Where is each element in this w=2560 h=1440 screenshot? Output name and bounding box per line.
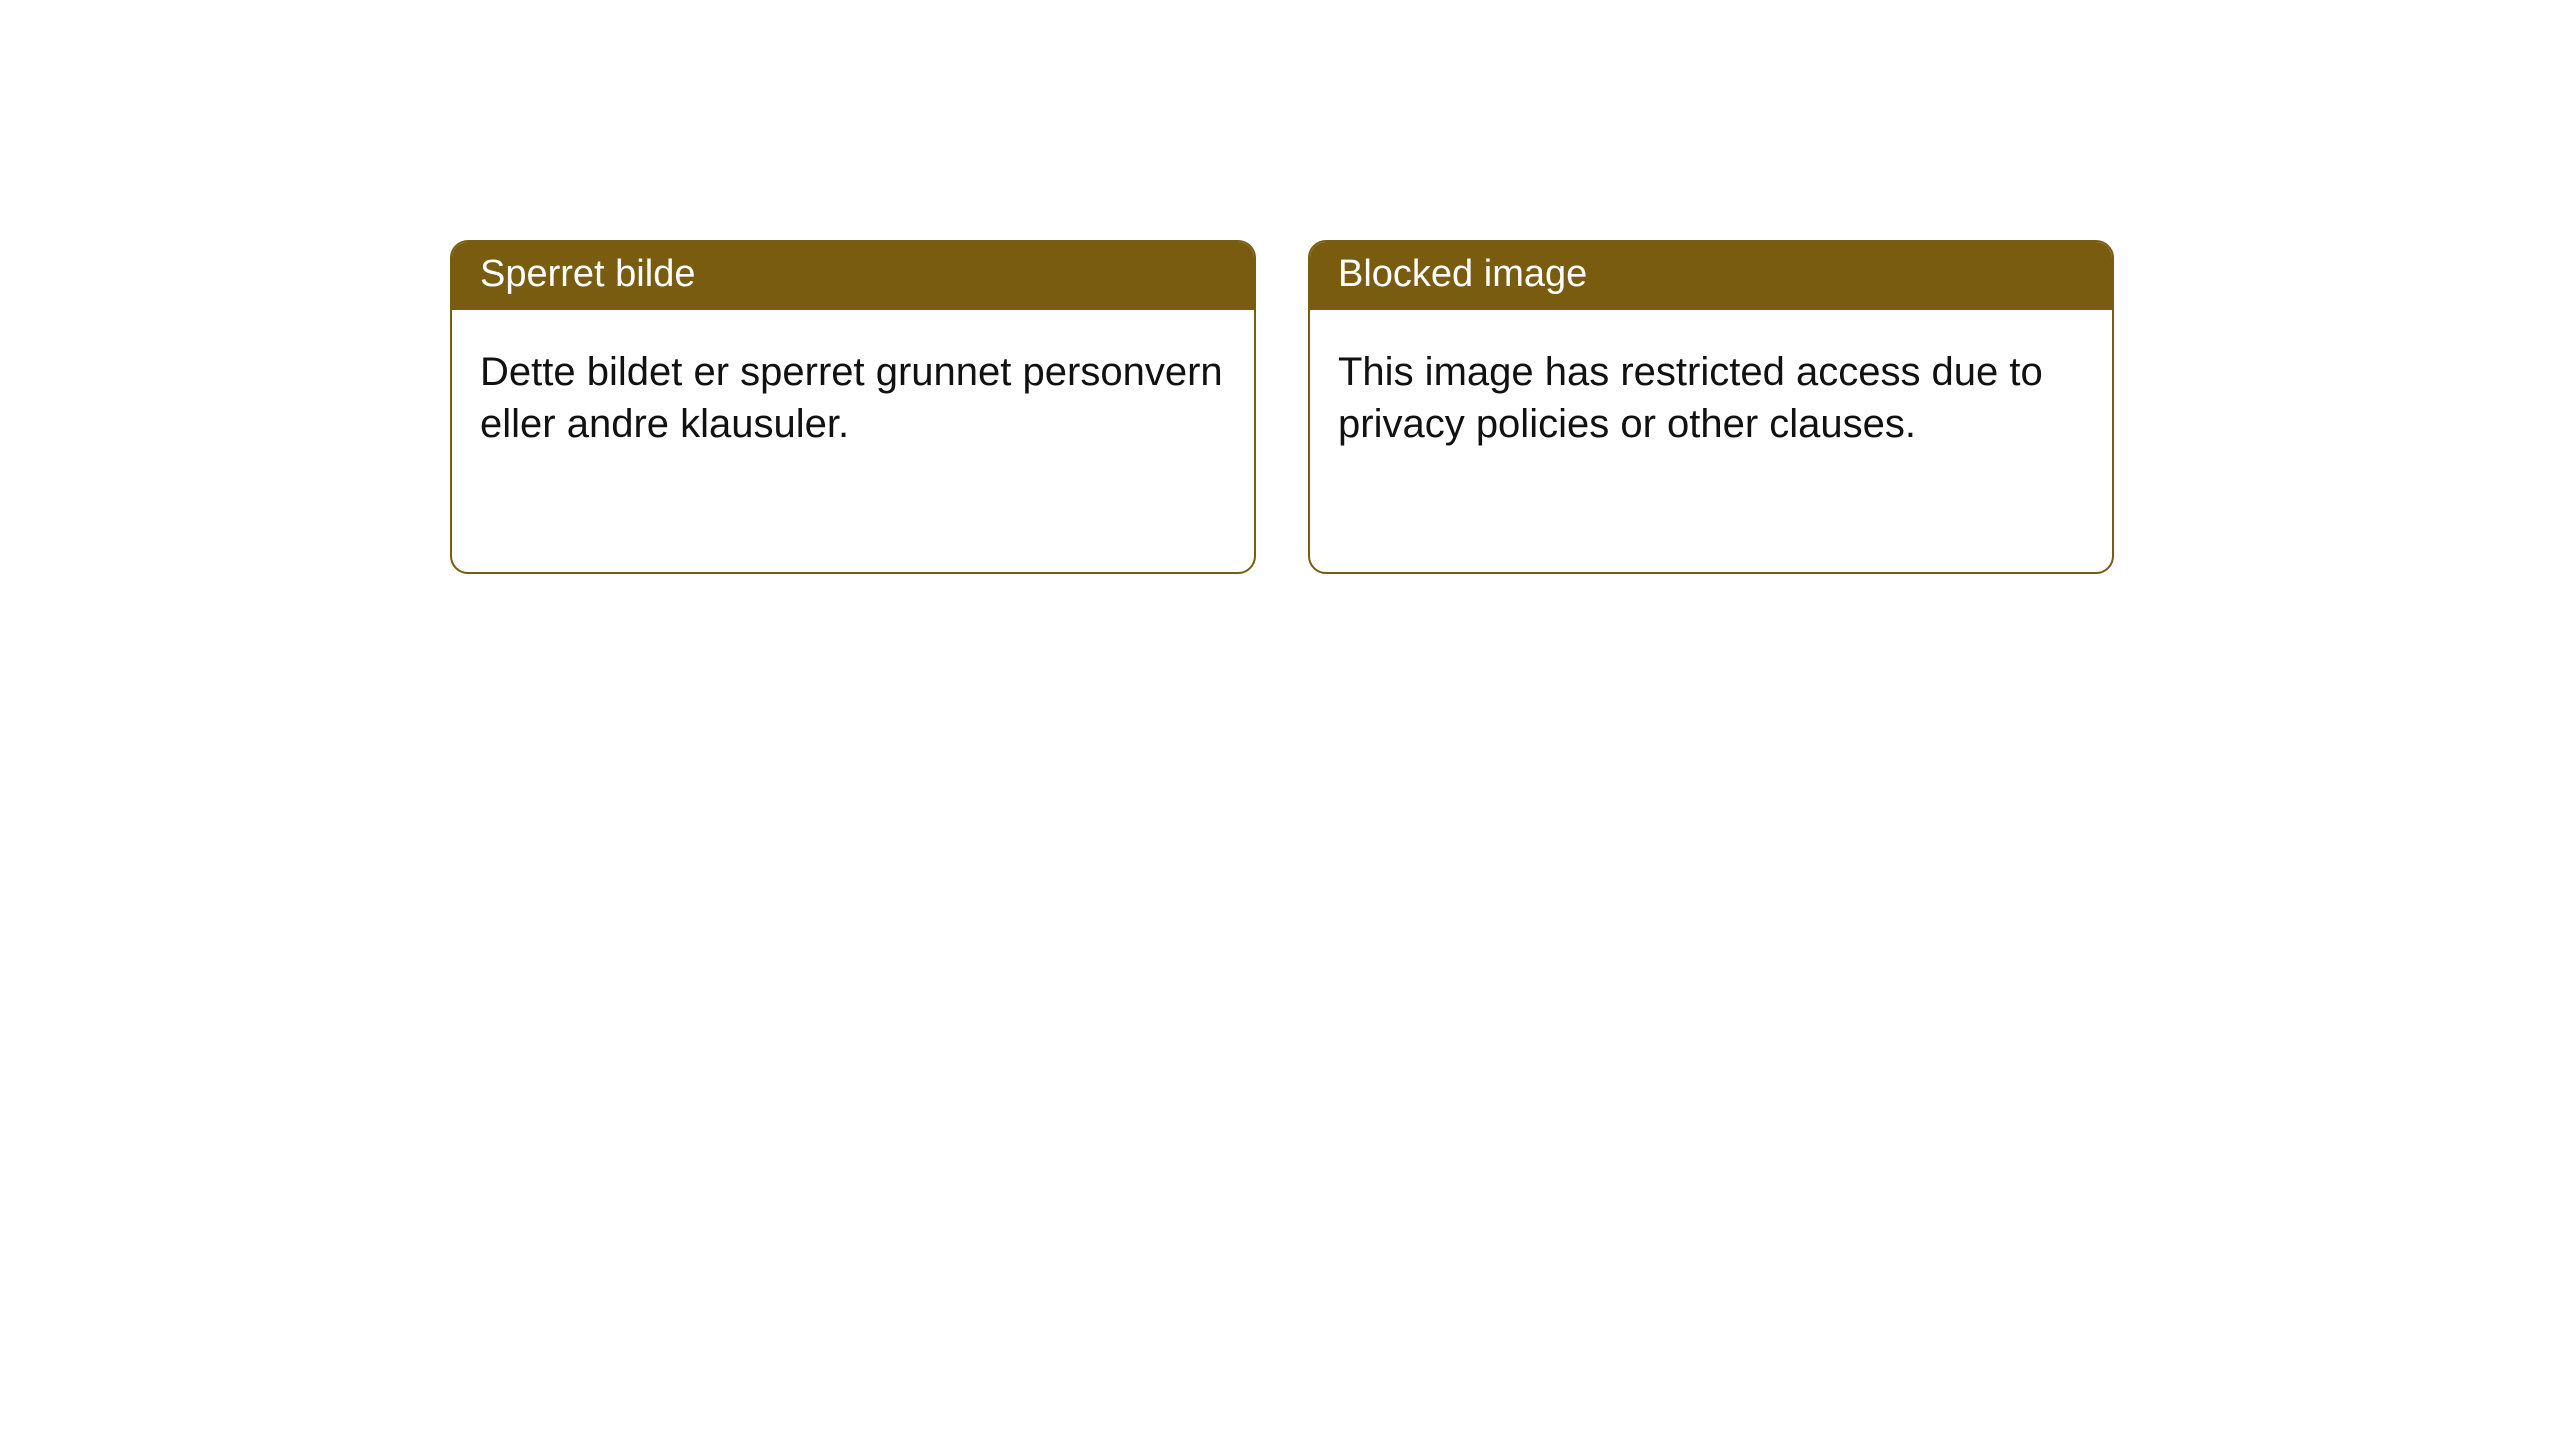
blocked-image-card-no: Sperret bilde Dette bildet er sperret gr… [450,240,1256,574]
card-header: Blocked image [1310,242,2112,310]
card-header: Sperret bilde [452,242,1254,310]
card-body: Dette bildet er sperret grunnet personve… [452,310,1254,572]
blocked-image-card-en: Blocked image This image has restricted … [1308,240,2114,574]
cards-container: Sperret bilde Dette bildet er sperret gr… [0,0,2560,574]
card-body: This image has restricted access due to … [1310,310,2112,572]
